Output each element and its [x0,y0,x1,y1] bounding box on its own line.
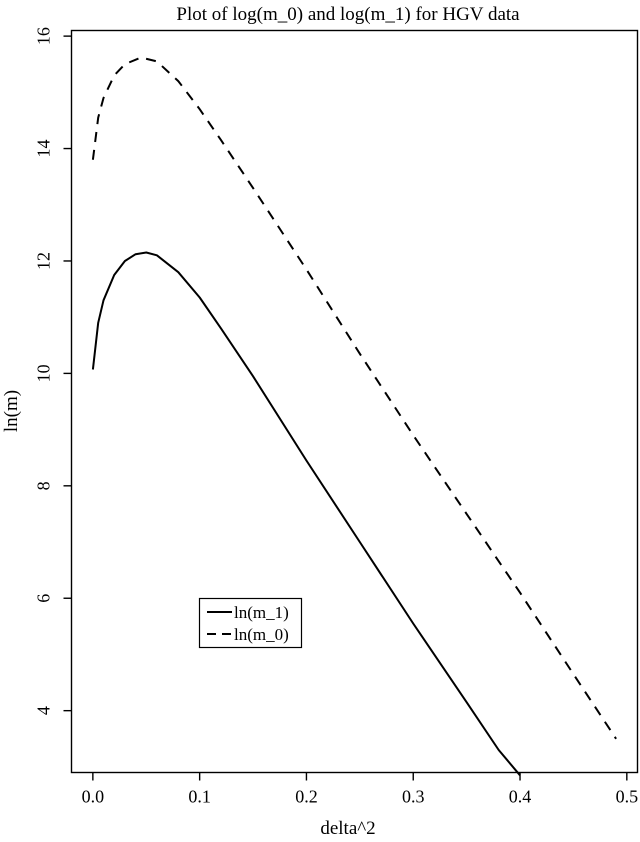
x-tick-label: 0.3 [402,787,425,807]
legend-box [198,597,303,649]
x-tick-label: 0.0 [82,787,105,807]
y-tick-label: 12 [34,252,54,270]
x-tick-label: 0.5 [616,787,639,807]
x-tick-label: 0.4 [509,787,532,807]
x-axis: 0.0 0.1 0.2 0.3 0.4 0.5 [82,772,639,807]
y-tick-label: 10 [34,364,54,382]
series-lines [91,56,617,776]
legend-label-ln-m0: ln(m_0) [234,625,289,644]
y-tick-label: 8 [34,481,54,490]
chart-title: Plot of log(m_0) and log(m_1) for HGV da… [176,4,520,25]
y-tick-label: 16 [34,27,54,45]
y-tick-label: 6 [34,594,54,603]
x-axis-label: delta^2 [320,818,375,839]
legend-label-ln-m1: ln(m_1) [234,603,289,622]
x-tick-label: 0.1 [188,787,211,807]
series-line-ln-m-0- [91,56,617,740]
legend: ln(m_1) ln(m_0) [198,597,303,649]
series-line-ln-m-1- [91,251,521,776]
y-tick-label: 4 [34,706,54,715]
y-axis-label: ln(m) [1,390,22,432]
y-axis: 4 6 8 10 12 14 16 [34,27,72,715]
plot-frame [70,29,639,774]
x-tick-label: 0.2 [295,787,318,807]
y-tick-label: 14 [34,140,54,158]
